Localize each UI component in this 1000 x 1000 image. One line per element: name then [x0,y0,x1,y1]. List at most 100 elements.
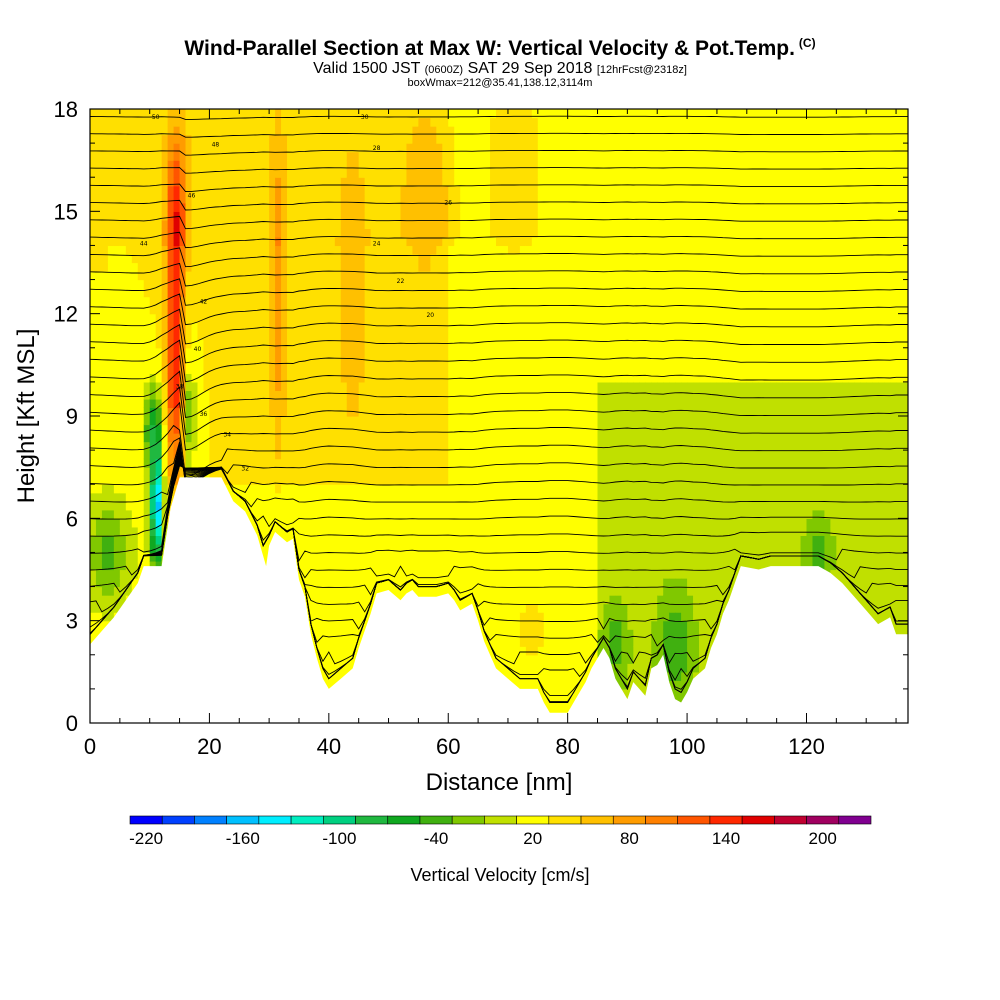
field-cell [119,518,127,528]
field-cell [263,441,270,451]
field-cell [245,305,252,315]
field-cell [263,202,270,212]
field-cell [400,509,408,519]
field-cell [173,330,181,340]
field-cell [442,313,449,323]
field-cell [328,518,336,528]
field-cell [125,228,133,238]
field-cell [149,305,157,315]
field-cell [298,202,306,212]
field-cell [179,441,187,451]
field-cell [322,253,330,264]
field-cell [209,407,216,417]
field-cell [466,569,473,579]
field-cell [430,381,437,392]
field-cell [316,262,324,272]
field-cell [269,279,276,289]
field-cell [263,467,270,477]
field-cell [358,526,366,536]
field-cell [322,578,330,588]
field-cell [484,296,491,306]
field-cell [263,109,270,119]
field-cell [131,569,139,579]
field-cell [233,458,240,468]
field-cell [340,535,348,545]
field-cell [293,117,300,127]
field-cell [490,390,497,400]
field-cell [245,134,252,144]
field-cell [113,543,121,554]
field-cell [484,126,491,136]
field-cell [472,467,479,477]
field-cell [478,279,485,289]
field-cell [167,253,175,264]
field-cell [275,518,282,528]
field-cell [131,347,139,357]
field-cell [155,253,163,264]
field-cell [406,279,414,289]
field-cell [496,134,503,144]
field-cell [382,262,390,272]
field-cell [101,450,109,460]
field-cell [167,279,175,289]
field-cell [490,381,497,392]
field-cell [472,305,479,315]
field-cell [322,390,330,400]
field-cell [364,271,372,281]
field-cell [334,117,342,127]
field-cell [233,194,240,204]
field-cell [340,330,348,340]
field-cell [376,424,384,434]
field-cell [418,322,425,332]
field-cell [263,450,270,460]
field-cell [496,160,503,170]
field-cell [346,228,354,238]
field-cell [436,347,443,357]
field-cell [406,535,414,545]
field-cell [113,390,121,400]
field-cell [257,330,264,340]
field-cell [263,313,270,323]
field-cell [412,364,419,374]
field-cell [448,288,455,298]
field-cell [269,475,276,485]
field-cell [179,134,187,144]
field-cell [155,211,163,221]
field-cell [197,143,205,153]
field-cell [394,330,402,340]
field-cell [316,151,324,161]
field-cell [209,117,216,127]
field-cell [466,509,473,519]
field-cell [358,509,366,519]
field-cell [358,407,366,417]
field-cell [352,552,360,562]
field-cell [298,441,306,451]
field-cell [436,484,443,494]
field-cell [161,390,169,400]
field-cell [113,228,121,238]
field-cell [281,433,288,443]
field-cell [478,518,485,528]
field-cell [137,288,145,298]
field-cell [191,407,199,417]
field-cell [328,211,336,221]
field-cell [143,236,151,247]
field-cell [472,219,479,229]
field-cell [245,296,252,306]
field-cell [263,219,270,229]
field-cell [430,194,437,204]
field-cell [251,518,258,528]
field-cell [484,492,491,502]
field-cell [400,253,408,264]
field-cell [496,126,503,136]
field-cell [275,381,282,392]
field-cell [322,381,330,392]
field-cell [257,416,264,426]
field-cell [436,552,443,562]
field-cell [322,424,330,434]
field-cell [263,356,270,366]
field-cell [293,202,300,212]
field-cell [95,501,103,511]
field-cell [310,595,318,605]
field-cell [293,518,300,528]
